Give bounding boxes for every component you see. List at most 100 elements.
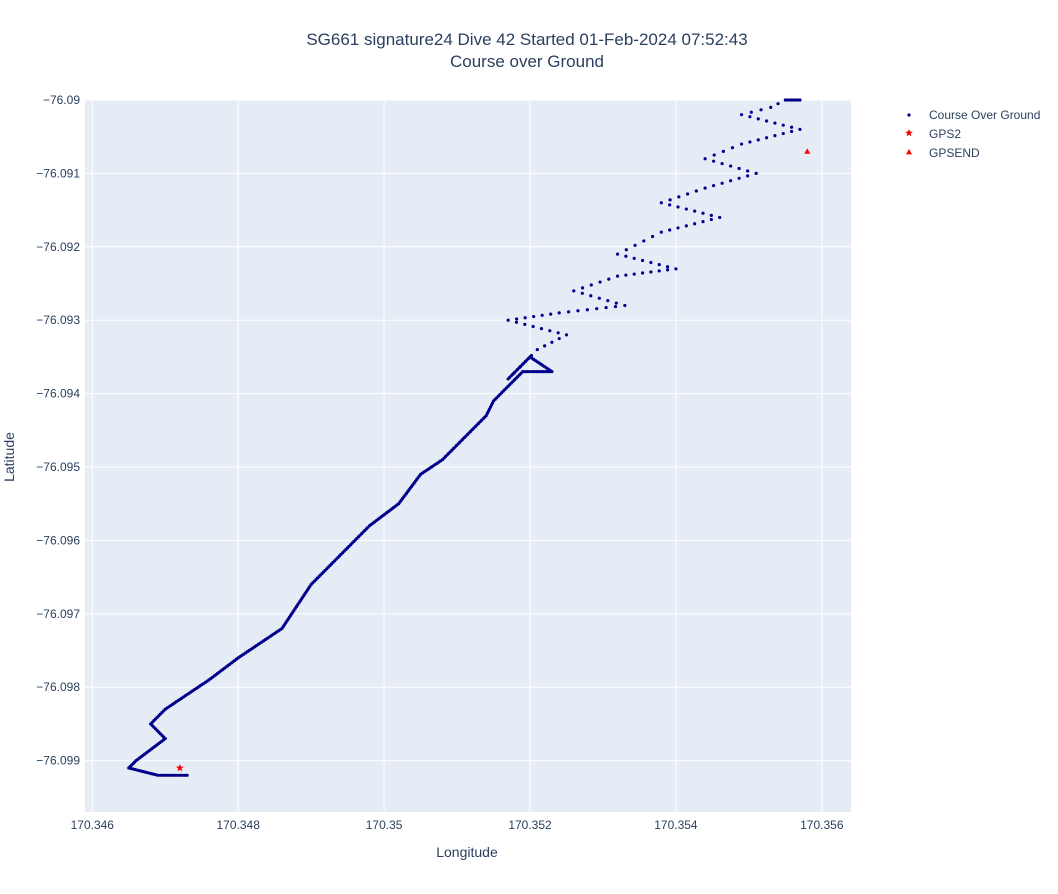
cog-point — [545, 369, 550, 374]
cog-point — [668, 203, 672, 207]
cog-point — [623, 303, 627, 308]
legend-label: Course Over Ground — [929, 108, 1040, 122]
cog-point — [649, 260, 653, 265]
cog-point — [764, 136, 769, 140]
series-gpsend — [804, 148, 811, 154]
legend-item-course-over-ground[interactable]: Course Over Ground — [907, 108, 1040, 122]
cog-point — [614, 301, 618, 305]
gps2-point — [176, 763, 184, 772]
x-tick-label: 170.352 — [508, 818, 552, 832]
cog-point — [566, 310, 571, 314]
cog-point — [759, 108, 763, 112]
cog-point — [580, 286, 585, 290]
y-axis-title: Latitude — [1, 432, 17, 482]
cog-point — [712, 153, 716, 157]
cog-point — [178, 773, 182, 777]
legend-marker-triangle — [906, 149, 912, 155]
x-axis-ticks: 170.346 170.348 170.35 170.352 170.354 170.35… — [71, 818, 844, 832]
cog-point — [746, 174, 750, 178]
cog-point — [749, 110, 753, 114]
cog-point — [694, 189, 698, 193]
cog-point — [676, 226, 680, 230]
cog-point — [665, 268, 670, 272]
cog-point — [506, 377, 510, 381]
cog-point — [172, 773, 176, 777]
cog-point — [640, 258, 645, 263]
grid — [85, 99, 851, 812]
legend: Course Over Ground GPS2 GPSEND — [905, 108, 1040, 160]
cog-point — [677, 195, 681, 199]
cog-point — [548, 329, 552, 333]
cog-point — [176, 773, 180, 777]
y-tick-label: −76.093 — [36, 313, 80, 327]
x-axis-title: Longitude — [436, 844, 498, 860]
cog-point — [532, 314, 536, 319]
cog-point — [649, 270, 653, 274]
cog-point — [530, 369, 534, 374]
cog-point — [720, 162, 724, 166]
cog-point — [598, 280, 602, 284]
cog-point — [798, 98, 802, 102]
cog-point — [506, 318, 510, 322]
gpsend-point — [804, 148, 811, 154]
cog-point — [534, 369, 538, 374]
y-tick-label: −76.092 — [36, 240, 80, 254]
cog-point — [523, 316, 527, 320]
legend-marker-dot — [907, 113, 911, 117]
cog-point — [790, 129, 794, 134]
cog-point — [781, 123, 785, 127]
cog-point — [524, 359, 528, 363]
cog-point — [668, 198, 672, 202]
y-tick-label: −76.098 — [36, 680, 80, 694]
cog-point — [183, 773, 187, 777]
y-tick-label: −76.095 — [36, 460, 80, 474]
cog-point — [597, 296, 601, 300]
cog-point — [659, 230, 663, 234]
cog-point — [781, 131, 785, 136]
cog-point — [729, 164, 733, 168]
cog-point — [515, 317, 519, 321]
cog-point — [624, 248, 628, 252]
cog-point — [521, 369, 525, 374]
cog-point — [556, 331, 560, 335]
legend-marker-star — [905, 129, 913, 137]
cog-point — [169, 773, 174, 777]
cog-point — [589, 294, 593, 298]
y-tick-label: −76.097 — [36, 607, 80, 621]
y-tick-label: −76.094 — [36, 387, 80, 401]
cog-point — [185, 773, 189, 777]
cog-point — [650, 234, 655, 239]
cog-point — [709, 217, 713, 222]
cog-point — [693, 222, 697, 226]
y-tick-label: −76.091 — [36, 166, 80, 180]
cog-point — [633, 243, 637, 247]
cog-point — [550, 340, 554, 344]
legend-item-gps2[interactable]: GPS2 — [905, 127, 961, 141]
cog-point — [642, 239, 646, 243]
cog-point — [543, 344, 547, 348]
cog-point — [624, 273, 628, 277]
cog-point — [576, 309, 580, 313]
cog-point — [769, 105, 773, 109]
cog-point — [539, 369, 543, 374]
cog-point — [756, 117, 760, 121]
cog-point — [773, 134, 777, 138]
cog-point — [720, 181, 724, 185]
cog-point — [773, 121, 777, 125]
cog-point — [557, 336, 561, 341]
plot-area — [85, 100, 851, 812]
cog-point — [712, 159, 716, 163]
cog-point — [531, 324, 535, 329]
cog-point — [737, 166, 741, 171]
cog-point — [730, 146, 735, 150]
cog-point — [721, 149, 725, 153]
cog-point — [657, 269, 661, 273]
cog-point — [589, 283, 593, 287]
cog-point — [668, 228, 672, 232]
legend-item-gpsend[interactable]: GPSEND — [906, 146, 980, 160]
cog-point — [676, 205, 680, 209]
cog-point — [684, 207, 688, 211]
y-tick-label: −76.099 — [36, 754, 80, 768]
cog-point — [529, 353, 534, 358]
